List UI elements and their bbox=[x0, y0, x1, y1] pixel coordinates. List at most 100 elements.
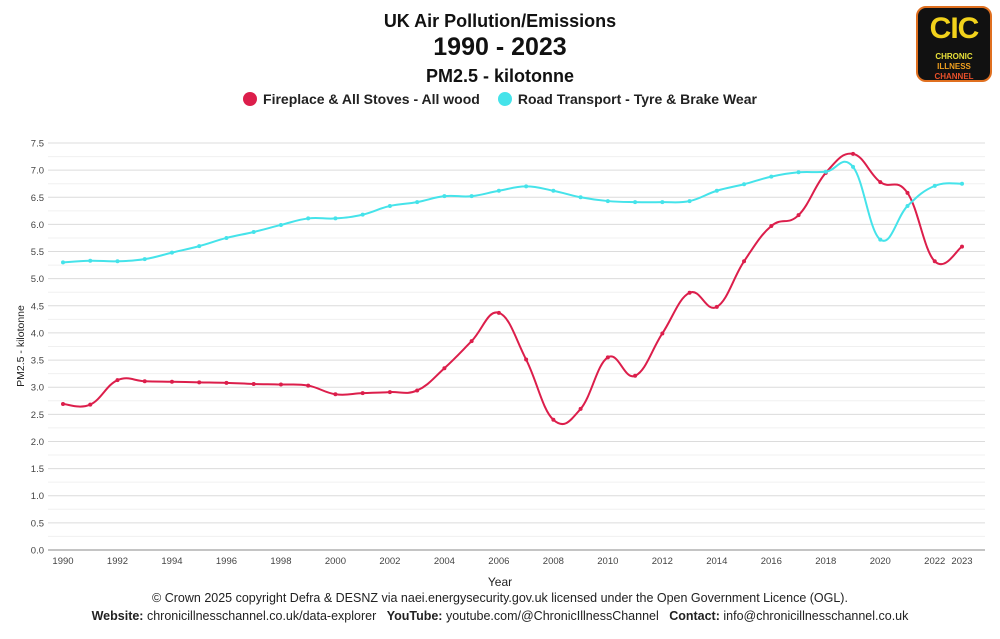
logo-text: CIC bbox=[929, 12, 980, 45]
y-tick-label: 5.0 bbox=[31, 274, 44, 285]
contact-line: Website: chronicillnesschannel.co.uk/dat… bbox=[0, 609, 1000, 623]
x-tick-label: 1998 bbox=[270, 556, 291, 567]
data-point bbox=[415, 388, 420, 393]
data-point bbox=[88, 402, 93, 407]
y-tick-label: 4.0 bbox=[31, 328, 44, 339]
x-tick-label: 2006 bbox=[488, 556, 509, 567]
data-point bbox=[115, 259, 120, 264]
data-point bbox=[905, 203, 910, 208]
data-point bbox=[115, 378, 120, 383]
channel-logo: CIC CHRONIC ILLNESS CHANNEL bbox=[916, 6, 992, 82]
legend-marker-icon bbox=[243, 92, 258, 106]
data-point bbox=[306, 383, 311, 388]
contact-email-link[interactable]: info@chronicillnesschannel.co.uk bbox=[723, 609, 909, 623]
data-point bbox=[769, 174, 774, 179]
data-point bbox=[496, 188, 501, 193]
y-tick-label: 6.0 bbox=[31, 220, 44, 231]
data-point bbox=[578, 195, 583, 200]
x-tick-label: 2000 bbox=[325, 556, 346, 567]
data-point bbox=[224, 380, 229, 385]
logo-line: CHANNEL bbox=[934, 72, 974, 81]
data-point bbox=[360, 391, 365, 396]
data-point bbox=[524, 184, 529, 189]
data-point bbox=[660, 200, 665, 205]
x-tick-label: 1990 bbox=[52, 556, 73, 567]
data-point bbox=[823, 169, 828, 174]
data-point bbox=[796, 170, 801, 175]
data-point bbox=[551, 417, 556, 422]
x-tick-label: 2018 bbox=[815, 556, 836, 567]
x-tick-label: 1996 bbox=[216, 556, 237, 567]
data-point bbox=[524, 357, 529, 362]
y-tick-label: 6.5 bbox=[31, 193, 44, 204]
website-link[interactable]: chronicillnesschannel.co.uk/data-explore… bbox=[146, 609, 377, 623]
y-tick-label: 5.5 bbox=[31, 247, 44, 258]
legend: Fireplace & All Stoves - All wood Road T… bbox=[0, 91, 1000, 107]
y-tick-label: 7.5 bbox=[31, 139, 44, 150]
y-tick-label: 3.5 bbox=[31, 356, 44, 367]
data-point bbox=[496, 310, 501, 315]
x-tick-label: 2012 bbox=[652, 556, 673, 567]
data-point bbox=[578, 406, 583, 411]
data-point bbox=[687, 290, 692, 295]
data-point bbox=[142, 379, 147, 384]
data-point bbox=[605, 355, 610, 360]
data-point bbox=[469, 194, 474, 199]
data-point bbox=[687, 199, 692, 204]
x-tick-label: 2002 bbox=[379, 556, 400, 567]
legend-marker-icon bbox=[497, 92, 512, 106]
x-tick-label: 2022 bbox=[924, 556, 945, 567]
youtube-link[interactable]: youtube.com/@ChronicIllnessChannel bbox=[445, 609, 659, 623]
data-point bbox=[633, 200, 638, 205]
chart-title: UK Air Pollution/Emissions bbox=[383, 11, 617, 31]
data-point bbox=[169, 379, 174, 384]
data-point bbox=[278, 222, 283, 227]
data-point bbox=[306, 216, 311, 221]
data-point bbox=[88, 258, 93, 263]
x-tick-label: 2014 bbox=[706, 556, 727, 567]
data-point bbox=[878, 180, 883, 185]
legend-item-road-transport[interactable]: Road Transport - Tyre & Brake Wear bbox=[497, 91, 757, 107]
data-point bbox=[251, 229, 256, 234]
data-point bbox=[360, 212, 365, 217]
series-line-0 bbox=[62, 152, 963, 425]
data-point bbox=[142, 257, 147, 262]
y-tick-label: 3.0 bbox=[31, 383, 44, 394]
data-point bbox=[742, 259, 747, 264]
x-tick-label: 2020 bbox=[870, 556, 891, 567]
data-point bbox=[442, 194, 447, 199]
copyright-notice: © Crown 2025 copyright Defra & DESNZ via… bbox=[152, 591, 848, 605]
data-point bbox=[932, 183, 937, 188]
data-point bbox=[333, 392, 338, 397]
data-point bbox=[796, 213, 801, 218]
website-label: Website: bbox=[91, 609, 144, 623]
data-point bbox=[169, 250, 174, 255]
data-point bbox=[960, 244, 964, 249]
data-point bbox=[714, 304, 719, 309]
y-tick-label: 1.0 bbox=[31, 491, 44, 502]
logo-line: CHRONIC bbox=[935, 52, 973, 61]
data-point bbox=[660, 331, 665, 336]
x-tick-label: 2008 bbox=[543, 556, 564, 567]
y-tick-label: 4.5 bbox=[31, 301, 44, 312]
data-point bbox=[61, 260, 65, 265]
data-point bbox=[251, 381, 256, 386]
data-point bbox=[333, 216, 338, 221]
x-tick-label: 2004 bbox=[434, 556, 455, 567]
data-point bbox=[714, 188, 719, 193]
data-point bbox=[442, 366, 447, 371]
data-point bbox=[851, 151, 856, 156]
contact-label: Contact: bbox=[669, 609, 720, 623]
x-tick-label: 1994 bbox=[161, 556, 182, 567]
legend-item-fireplace[interactable]: Fireplace & All Stoves - All wood bbox=[243, 91, 480, 107]
x-axis-title: Year bbox=[487, 575, 513, 589]
data-point bbox=[851, 164, 856, 169]
data-point bbox=[742, 182, 747, 187]
y-tick-label: 2.5 bbox=[31, 410, 44, 421]
data-point bbox=[415, 200, 420, 205]
youtube-label: YouTube: bbox=[386, 609, 443, 623]
data-point bbox=[61, 402, 65, 407]
data-point bbox=[960, 181, 964, 186]
data-point bbox=[605, 199, 610, 204]
